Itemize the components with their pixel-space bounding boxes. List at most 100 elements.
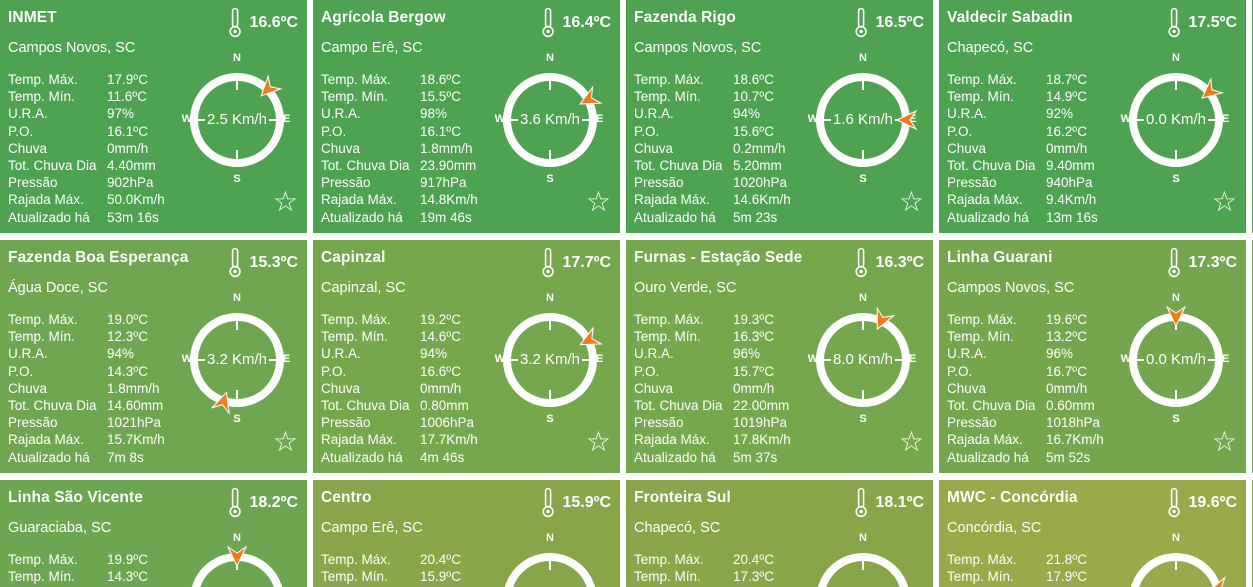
- detail-label: Temp. Mín.: [947, 89, 1014, 105]
- compass-tick-west: [1131, 358, 1144, 362]
- detail-row: Temp. Máx. 19.2ºC: [321, 311, 526, 328]
- wind-speed: 3.2 Km/h: [519, 351, 581, 368]
- detail-row: U.R.A. 98%: [321, 105, 526, 122]
- temperature-value: 16.5ºC: [875, 13, 924, 31]
- compass-tick-north: [548, 79, 552, 90]
- detail-row: Pressão 917hPa: [321, 174, 526, 191]
- temperature-value: 17.3ºC: [1188, 253, 1237, 271]
- compass-tick-west: [192, 118, 205, 122]
- detail-label: Pressão: [8, 175, 58, 191]
- detail-value: 14.6Km/h: [733, 192, 791, 208]
- detail-row: Temp. Máx. 19.9ºC: [8, 551, 213, 568]
- wind-speed: 0.0 Km/h: [1145, 351, 1207, 368]
- card-header: Fazenda Rigo 16.5ºC: [626, 0, 933, 38]
- station-details: Temp. Máx. 19.0ºC Temp. Mín. 12.3ºC U.R.…: [8, 311, 213, 466]
- detail-label: Temp. Máx.: [634, 552, 704, 567]
- detail-value: 20.4ºC: [420, 552, 461, 567]
- station-card[interactable]: INMET 16.6ºC Campos Novos, SC Temp. Máx.…: [0, 0, 307, 233]
- detail-value: 0.80mm: [420, 398, 469, 414]
- station-card[interactable]: Furnas - Estação Sede 16.3ºC Ouro Verde,…: [626, 240, 933, 473]
- current-temperature: 15.9ºC: [541, 487, 611, 518]
- compass-label-south: S: [1172, 173, 1180, 185]
- detail-label: U.R.A.: [321, 346, 361, 362]
- favorite-star-button[interactable]: ☆: [585, 185, 611, 218]
- station-card[interactable]: Fronteira Sul 18.1ºC Chapecó, SC Temp. M…: [626, 480, 933, 587]
- compass-label-north: N: [233, 292, 241, 304]
- thermometer-icon: [542, 487, 555, 518]
- temperature-value: 16.6ºC: [249, 13, 298, 31]
- current-temperature: 16.5ºC: [854, 7, 924, 38]
- detail-label: Temp. Mín.: [8, 89, 75, 105]
- compass-label-north: N: [233, 532, 241, 544]
- compass-tick-east: [1208, 358, 1221, 362]
- detail-value: 1020hPa: [733, 175, 788, 191]
- compass-tick-east: [269, 118, 282, 122]
- compass-label-north: N: [546, 292, 554, 304]
- detail-label: U.R.A.: [947, 106, 987, 122]
- detail-row: Tot. Chuva Dia 9.40mm: [947, 157, 1152, 174]
- station-card[interactable]: MWC - Concórdia 19.6ºC Concórdia, SC Tem…: [939, 480, 1246, 587]
- detail-row: P.O. 16.2ºC: [947, 123, 1152, 140]
- detail-value: 16.7ºC: [1046, 363, 1087, 379]
- compass-label-south: S: [859, 173, 867, 185]
- compass-label-north: N: [1172, 532, 1180, 544]
- detail-label: Rajada Máx.: [8, 192, 84, 208]
- detail-row: Pressão 940hPa: [947, 174, 1152, 191]
- favorite-star-button[interactable]: ☆: [1211, 425, 1237, 458]
- favorite-star-button[interactable]: ☆: [898, 425, 924, 458]
- detail-value: 5m 37s: [733, 449, 778, 465]
- detail-value: 13.2ºC: [1046, 329, 1087, 345]
- detail-value: 19.3ºC: [733, 312, 774, 327]
- detail-value: 940hPa: [1046, 175, 1093, 191]
- station-location: Guaraciaba, SC: [8, 520, 112, 536]
- station-card[interactable]: Fazenda Rigo 16.5ºC Campos Novos, SC Tem…: [626, 0, 933, 233]
- station-card[interactable]: Valdecir Sabadin 17.5ºC Chapecó, SC Temp…: [939, 0, 1246, 233]
- compass-label-west: W: [807, 113, 818, 125]
- detail-row: Temp. Máx. 19.6ºC: [947, 311, 1152, 328]
- favorite-star-button[interactable]: ☆: [585, 425, 611, 458]
- compass-label-north: N: [859, 292, 867, 304]
- detail-value: 9.40mm: [1046, 158, 1095, 174]
- detail-label: Pressão: [321, 415, 371, 431]
- detail-value: 12.3ºC: [107, 329, 148, 345]
- wind-direction-arrow-icon: [1207, 576, 1232, 587]
- detail-label: Chuva: [947, 140, 987, 156]
- station-card[interactable]: Agrícola Bergow 16.4ºC Campo Erê, SC Tem…: [313, 0, 620, 233]
- station-details: Temp. Máx. 18.6ºC Temp. Mín. 10.7ºC U.R.…: [634, 71, 839, 226]
- detail-label: Atualizado há: [321, 449, 403, 465]
- station-location: Capinzal, SC: [321, 280, 406, 296]
- station-card[interactable]: Centro 15.9ºC Campo Erê, SC Temp. Máx. 2…: [313, 480, 620, 587]
- compass-label-north: N: [859, 532, 867, 544]
- detail-label: P.O.: [8, 123, 34, 139]
- station-card[interactable]: Linha São Vicente 18.2ºC Guaraciaba, SC …: [0, 480, 307, 587]
- detail-value: 5m 52s: [1046, 449, 1091, 465]
- detail-label: Pressão: [8, 415, 58, 431]
- detail-label: Rajada Máx.: [321, 192, 397, 208]
- station-card[interactable]: Linha Guarani 17.3ºC Campos Novos, SC Te…: [939, 240, 1246, 473]
- detail-label: Temp. Mín.: [321, 329, 388, 345]
- detail-row: Tot. Chuva Dia 0.80mm: [321, 397, 526, 414]
- detail-row: Chuva 1.8mm/h: [321, 140, 526, 157]
- compass-label-north: N: [1172, 292, 1180, 304]
- detail-value: 19.2ºC: [420, 312, 461, 327]
- detail-label: U.R.A.: [321, 106, 361, 122]
- station-card[interactable]: Capinzal 17.7ºC Capinzal, SC Temp. Máx. …: [313, 240, 620, 473]
- detail-label: Temp. Mín.: [947, 329, 1014, 345]
- compass-tick-west: [505, 358, 518, 362]
- station-name: Furnas - Estação Sede: [634, 249, 803, 266]
- station-card[interactable]: Fazenda Boa Esperança 15.3ºC Água Doce, …: [0, 240, 307, 473]
- detail-row: Temp. Mín. 17.3ºC: [634, 568, 839, 585]
- favorite-star-button[interactable]: ☆: [898, 185, 924, 218]
- compass-label-south: S: [233, 173, 241, 185]
- favorite-star-button[interactable]: ☆: [1211, 185, 1237, 218]
- favorite-star-button[interactable]: ☆: [272, 425, 298, 458]
- detail-label: P.O.: [321, 363, 347, 379]
- detail-value: 5.20mm: [733, 158, 782, 174]
- detail-row: Temp. Mín. 15.5ºC: [321, 88, 526, 105]
- detail-row: Tot. Chuva Dia 5.20mm: [634, 157, 839, 174]
- detail-label: Tot. Chuva Dia: [634, 398, 723, 414]
- favorite-star-button[interactable]: ☆: [272, 185, 298, 218]
- card-header: Fazenda Boa Esperança 15.3ºC: [0, 240, 307, 278]
- card-header: Agrícola Bergow 16.4ºC: [313, 0, 620, 38]
